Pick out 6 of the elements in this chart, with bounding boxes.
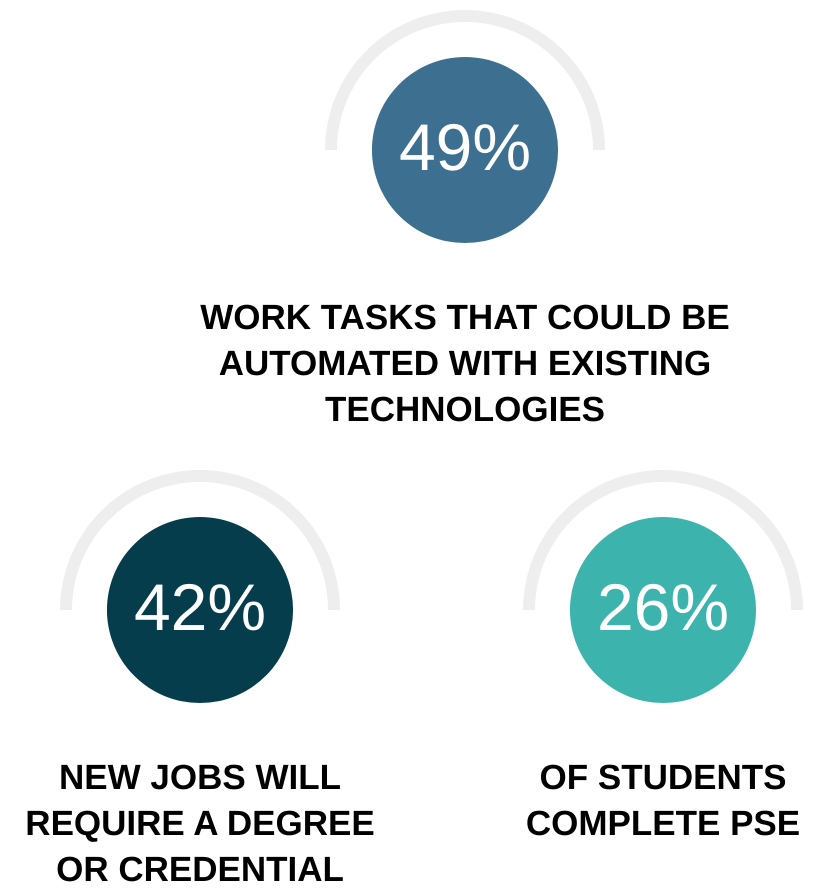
category-label: WORK TASKS THAT COULD BE AUTOMATED WITH EXISTING TECHNOLOGIES <box>200 298 730 429</box>
data-label: 26% <box>596 570 730 644</box>
data-label: 49% <box>398 110 532 184</box>
category-label: OF STUDENTS COMPLETE PSE <box>526 758 800 843</box>
data-label: 42% <box>134 570 266 644</box>
category-label: NEW JOBS WILL REQUIRE A DEGREE OR CREDENTIAL <box>25 758 375 889</box>
